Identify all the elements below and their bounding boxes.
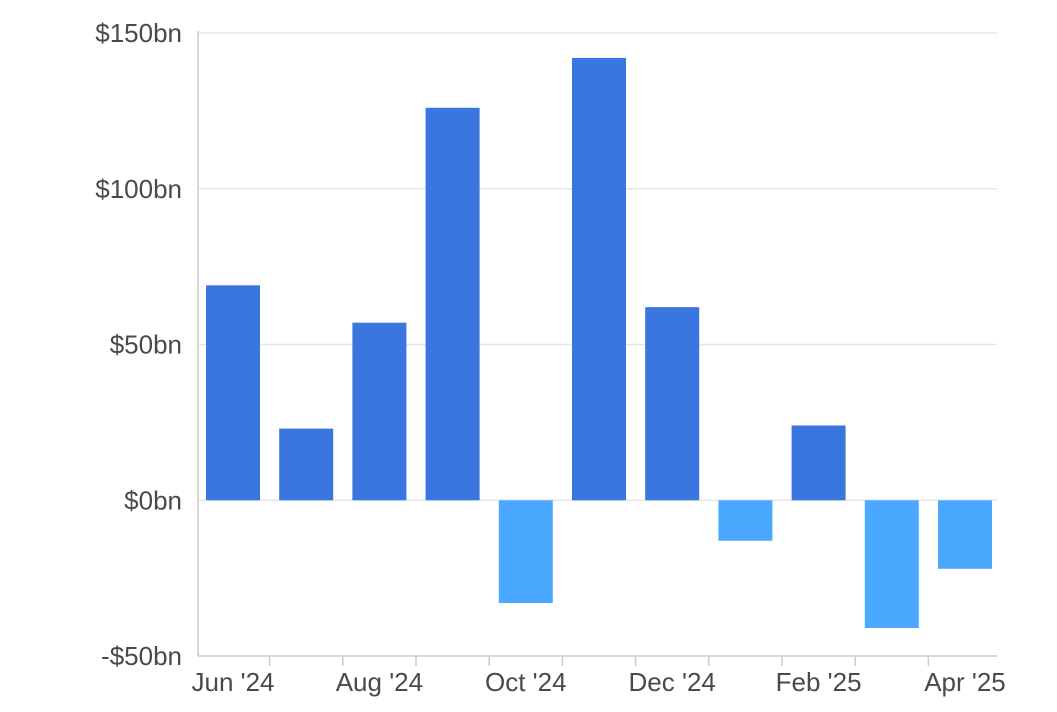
- x-tick-label: Dec '24: [629, 667, 716, 697]
- x-tick-label: Jun '24: [191, 667, 274, 697]
- y-tick-label: $50bn: [110, 330, 182, 360]
- y-tick-label: $100bn: [95, 174, 182, 204]
- bar-10: [938, 500, 992, 569]
- y-tick-labels: $150bn $100bn $50bn $0bn -$50bn: [95, 18, 182, 671]
- y-tick-label: $150bn: [95, 18, 182, 48]
- bar-8: [791, 425, 846, 501]
- bar-3: [425, 107, 480, 501]
- x-tick-label: Apr '25: [924, 667, 1006, 697]
- x-tick-label: Oct '24: [485, 667, 567, 697]
- bar-0: [206, 285, 260, 501]
- y-tick-label: $0bn: [124, 485, 182, 515]
- x-tick-labels: Jun '24 Aug '24 Oct '24 Dec '24 Feb '25 Apr '…: [191, 667, 1005, 697]
- x-tick-label: Feb '25: [776, 667, 862, 697]
- y-tick-label: -$50bn: [101, 641, 182, 671]
- x-tick-label: Aug '24: [336, 667, 423, 697]
- bar-9: [864, 500, 919, 628]
- bar-7: [718, 500, 773, 541]
- bars: [206, 57, 992, 628]
- bar-4: [498, 500, 553, 604]
- bar-2: [352, 322, 407, 501]
- bar-1: [279, 428, 334, 501]
- axes: [197, 31, 997, 666]
- bar-6: [645, 307, 700, 501]
- bar-5: [572, 57, 626, 501]
